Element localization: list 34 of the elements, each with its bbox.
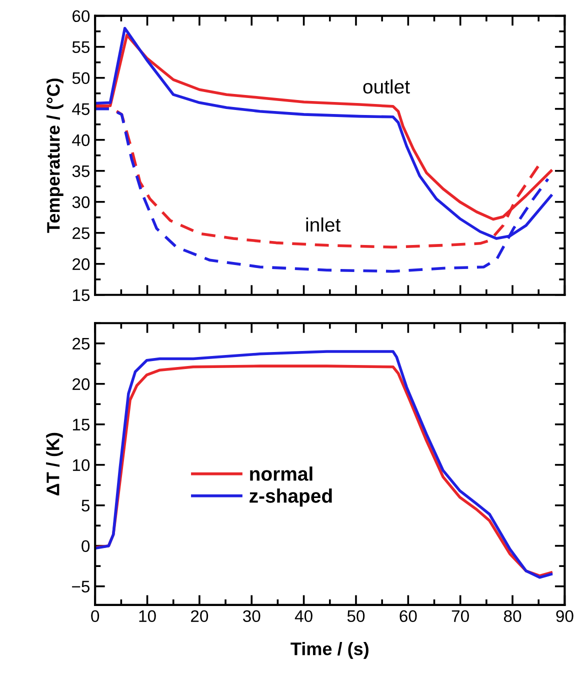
y-tick-label: 15: [72, 289, 90, 302]
annotation: outlet: [363, 79, 410, 94]
x-tick-label: 60: [400, 610, 417, 622]
y-tick-label: 25: [72, 338, 90, 350]
x-tick-label: 90: [556, 610, 574, 622]
y-tick-label: 55: [72, 41, 90, 54]
x-tick-label: 70: [452, 610, 469, 622]
y-tick-label: 45: [72, 103, 90, 116]
annotation: inlet: [306, 217, 341, 232]
y-axis-title: ΔT / (K): [46, 432, 63, 496]
y-tick-label: 40: [72, 134, 90, 146]
x-tick-label: 80: [504, 610, 522, 622]
y-tick-label: 20: [72, 378, 90, 390]
x-tick-label: 10: [139, 610, 156, 622]
y-tick-label: 35: [72, 165, 90, 178]
y-axis-title: Temperature / (°C): [46, 78, 64, 233]
y-tick-label: 10: [72, 459, 90, 472]
x-tick-label: 20: [191, 610, 208, 622]
x-tick-label: 40: [294, 610, 312, 622]
y-tick-label: 25: [72, 227, 90, 240]
y-tick-label: 15: [72, 418, 90, 431]
y-tick-label: 50: [72, 72, 90, 84]
x-tick-label: 50: [347, 610, 365, 622]
y-tick-label: 0: [82, 540, 90, 552]
y-tick-label: 60: [72, 10, 90, 22]
x-axis-title: Time / (s): [290, 642, 368, 659]
y-tick-label: 20: [72, 258, 90, 270]
x-tick-label: 30: [242, 610, 260, 622]
legend-label: normal: [250, 466, 312, 481]
y-tick-label: 30: [72, 196, 90, 208]
x-tick-label: 0: [91, 610, 100, 622]
y-tick-label: −5: [72, 580, 90, 593]
legend-label: z-shaped: [250, 488, 332, 507]
y-tick-label: 5: [82, 500, 90, 512]
